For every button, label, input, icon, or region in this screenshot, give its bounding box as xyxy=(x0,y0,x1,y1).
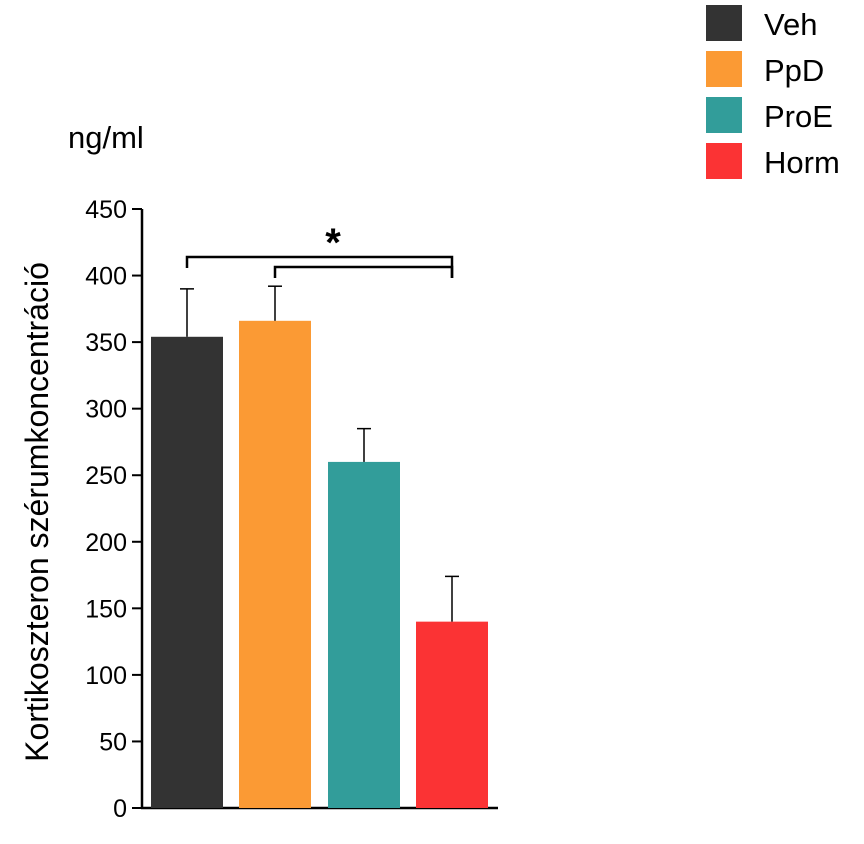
y-tick-label-350: 350 xyxy=(85,329,127,357)
significance-asterisk: * xyxy=(325,221,341,265)
unit-label: ng/ml xyxy=(68,120,144,155)
y-axis-title: Kortikoszteron szérumkoncentráció xyxy=(19,262,55,762)
bar-ppd xyxy=(239,320,311,808)
legend-label-proe: ProE xyxy=(764,99,833,134)
y-tick-label-300: 300 xyxy=(85,396,127,424)
significance-brackets: * xyxy=(185,221,454,278)
bars xyxy=(151,320,488,808)
legend-swatch-horm xyxy=(706,143,742,179)
bracket-ppd-horm xyxy=(273,265,454,278)
y-tick-label-250: 250 xyxy=(85,462,127,490)
y-tick-label-100: 100 xyxy=(85,662,127,690)
bar-veh xyxy=(151,336,223,808)
error-bars xyxy=(180,285,459,622)
y-tick-label-150: 150 xyxy=(85,595,127,623)
legend-label-ppd: PpD xyxy=(764,53,824,88)
y-tick-label-0: 0 xyxy=(113,795,127,823)
axes: 0 50 100 150 200 250 300 350 400 450 xyxy=(85,196,498,823)
y-tick-label-50: 50 xyxy=(99,728,127,756)
legend-swatch-proe xyxy=(706,97,742,133)
y-tick-label-400: 400 xyxy=(85,263,127,291)
legend-label-horm: Horm xyxy=(764,145,840,180)
bar-horm xyxy=(416,621,488,808)
legend: Veh PpD ProE Horm xyxy=(706,5,840,180)
bar-proe xyxy=(328,461,400,808)
y-tick-label-450: 450 xyxy=(85,196,127,224)
legend-label-veh: Veh xyxy=(764,7,817,42)
legend-swatch-ppd xyxy=(706,51,742,87)
y-tick-label-200: 200 xyxy=(85,529,127,557)
legend-swatch-veh xyxy=(706,5,742,41)
